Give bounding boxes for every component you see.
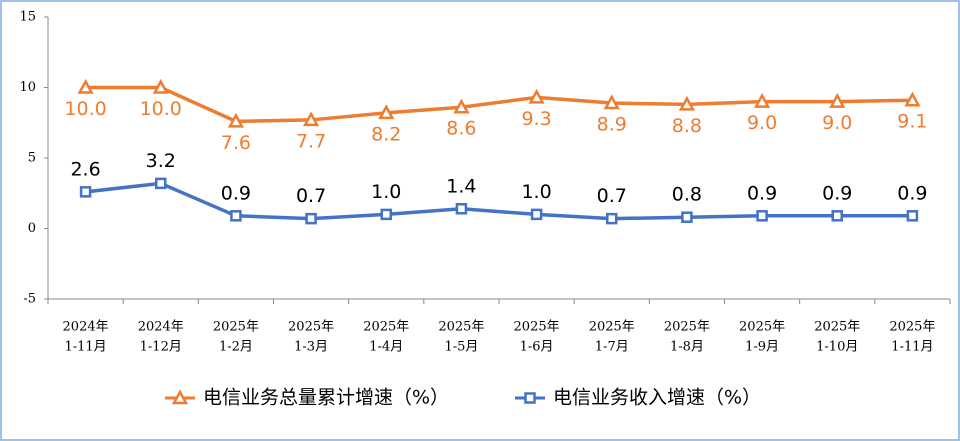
- x-tick-label: 2025年: [589, 320, 635, 335]
- y-tick-label: 0: [28, 221, 36, 236]
- x-tick-label: 2025年: [889, 320, 935, 335]
- data-label: 0.9: [897, 182, 927, 204]
- x-tick-label: 1-6月: [520, 340, 554, 355]
- y-tick-label: 5: [28, 151, 36, 166]
- marker: [305, 212, 317, 225]
- x-tick-label: 2025年: [664, 320, 710, 335]
- legend-label: 电信业务收入增速（%）: [553, 387, 761, 409]
- marker: [906, 210, 919, 222]
- x-tick-label: 2024年: [63, 320, 109, 335]
- x-tick-label: 1-11月: [64, 340, 106, 355]
- data-label: 8.8: [672, 115, 702, 137]
- data-label: 9.3: [521, 108, 551, 130]
- data-label: 1.4: [446, 175, 476, 197]
- y-tick-label: 15: [19, 10, 36, 25]
- marker: [904, 91, 921, 107]
- data-label: 0.8: [672, 184, 702, 206]
- data-label: 8.6: [446, 118, 476, 140]
- x-tick-label: 2025年: [438, 320, 484, 335]
- data-label: 2.6: [70, 158, 100, 180]
- data-label: 0.9: [822, 182, 852, 204]
- x-tick-label: 2025年: [363, 320, 409, 335]
- x-tick-label: 1-12月: [140, 340, 182, 355]
- marker: [678, 95, 696, 111]
- data-label: 0.7: [296, 185, 326, 207]
- marker: [829, 92, 846, 108]
- data-label: 9.0: [822, 112, 852, 134]
- data-label: 8.9: [597, 114, 627, 136]
- marker: [528, 88, 545, 104]
- marker: [606, 212, 618, 225]
- x-tick-label: 2024年: [138, 320, 184, 335]
- marker: [77, 78, 94, 94]
- x-tick-label: 1-3月: [294, 340, 328, 355]
- x-tick-label: 1-2月: [219, 340, 253, 355]
- x-tick-label: 2025年: [814, 320, 860, 335]
- legend-marker: [524, 392, 536, 404]
- y-tick-label: -5: [23, 292, 36, 307]
- data-label: 8.2: [371, 123, 401, 145]
- marker: [230, 210, 242, 222]
- data-label: 0.9: [747, 182, 777, 204]
- x-tick-label: 1-11月: [891, 340, 933, 355]
- marker: [831, 210, 843, 222]
- marker: [155, 177, 167, 190]
- legend-label: 电信业务总量累计增速（%）: [203, 387, 449, 409]
- x-tick-label: 1-8月: [670, 340, 704, 355]
- data-label: 0.7: [597, 185, 627, 207]
- x-tick-label: 2025年: [213, 320, 259, 335]
- data-label: 3.2: [146, 150, 176, 172]
- data-label: 0.9: [221, 182, 251, 204]
- marker: [380, 208, 392, 221]
- series-line: [85, 85, 913, 124]
- x-tick-label: 1-5月: [444, 340, 478, 355]
- marker: [530, 208, 543, 221]
- marker: [603, 94, 620, 110]
- data-label: 9.0: [747, 112, 777, 134]
- marker: [152, 78, 169, 94]
- x-tick-label: 1-9月: [745, 340, 779, 355]
- marker: [453, 98, 470, 114]
- marker: [455, 203, 468, 215]
- marker: [753, 92, 771, 108]
- marker: [756, 210, 768, 222]
- x-tick-label: 2025年: [514, 320, 560, 335]
- series-line: [85, 181, 913, 221]
- data-label: 1.0: [371, 181, 401, 203]
- legend-marker: [171, 389, 189, 405]
- x-tick-label: 1-4月: [369, 340, 403, 355]
- x-tick-label: 2025年: [739, 320, 785, 335]
- y-tick-label: 10: [19, 80, 36, 95]
- marker: [378, 104, 395, 120]
- data-label: 7.6: [221, 132, 251, 154]
- data-label: 10.0: [64, 98, 106, 120]
- marker: [79, 186, 92, 198]
- data-label: 9.1: [897, 111, 927, 133]
- marker: [681, 211, 693, 223]
- x-tick-label: 1-10月: [816, 340, 858, 355]
- data-label: 7.7: [296, 130, 326, 152]
- data-label: 1.0: [521, 181, 551, 203]
- x-tick-label: 1-7月: [595, 340, 629, 355]
- marker: [227, 112, 245, 128]
- marker: [302, 111, 320, 127]
- data-label: 10.0: [140, 98, 182, 120]
- x-tick-label: 2025年: [288, 320, 334, 335]
